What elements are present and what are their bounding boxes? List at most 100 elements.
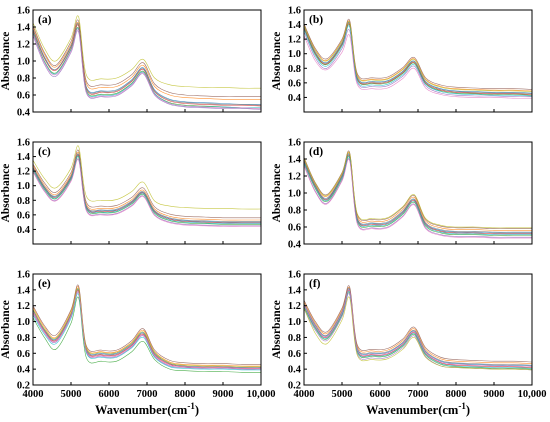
y-tick-label: 0.8 <box>288 333 301 344</box>
spectrum-line <box>33 158 261 227</box>
spectrum-line <box>33 296 261 373</box>
spectrum-line <box>304 23 532 95</box>
spectrum-line <box>33 151 261 221</box>
x-axis-label: Wavenumber(cm-1) <box>95 401 199 417</box>
y-tick-label: 1.2 <box>17 301 30 312</box>
x-tick-label: 4000 <box>23 389 44 400</box>
spectrum-line <box>304 22 532 95</box>
spectrum-line <box>304 25 532 97</box>
chart-panel: 0.4 0.6 0.8 1.0 1.2 1.4 1.6 Absorbance (c) <box>0 138 262 245</box>
y-axis-label: Absorbance <box>0 300 12 359</box>
y-tick-label: 0.2 <box>17 381 30 392</box>
spectrum-line <box>304 23 532 96</box>
spectrum-line <box>304 153 532 234</box>
y-tick-label: 0.8 <box>288 64 301 75</box>
plot-frame <box>303 9 533 113</box>
chart-panels: 0.4 0.6 0.8 1.0 1.2 1.4 1.6 Absorbance (a) 0.4 0.6… <box>0 6 546 401</box>
panel-label: (d) <box>309 146 323 158</box>
spectrum-line <box>304 288 532 367</box>
y-tick-label: 1.2 <box>288 172 301 183</box>
y-axis-label: Absorbance <box>0 164 12 223</box>
x-tick-label: 7000 <box>408 389 429 400</box>
spectra-group <box>304 18 532 99</box>
y-axis-label: Absorbance <box>271 164 283 223</box>
y-tick-label: 0.6 <box>17 210 30 221</box>
y-tick-label: 1.4 <box>17 23 31 34</box>
y-tick-label: 1.0 <box>288 317 301 328</box>
spectrum-line <box>304 286 532 364</box>
y-tick-label: 0.4 <box>17 108 31 119</box>
spectrum-line <box>304 21 532 94</box>
spectrum-line <box>304 289 532 368</box>
y-tick-label: 1.6 <box>288 6 301 17</box>
y-axis-label: Absorbance <box>271 300 283 359</box>
spectrum-line <box>33 154 261 224</box>
spectrum-line <box>33 286 261 367</box>
x-tick-label: 9000 <box>213 389 234 400</box>
panel-label: (c) <box>38 146 51 158</box>
chart-panel: 0.2 0.4 0.6 0.8 1.0 1.2 1.4 1.6 4000 5000 6000 7000… <box>271 270 546 401</box>
panel-label: (a) <box>38 14 52 26</box>
spectrum-line <box>33 159 261 227</box>
y-tick-label: 0.6 <box>288 349 301 360</box>
y-tick-label: 1.2 <box>17 40 30 51</box>
y-tick-label: 1.2 <box>288 35 301 46</box>
spectrum-line <box>304 293 532 371</box>
y-tick-label: 0.4 <box>288 240 302 251</box>
chart-panel: 0.4 0.6 0.8 1.0 1.2 1.4 1.6 Absorbance (d) <box>271 138 533 251</box>
chart-panel: 0.2 0.4 0.6 0.8 1.0 1.2 1.4 1.6 4000 5000 6000 7000… <box>0 270 275 401</box>
spectra-group <box>304 150 532 239</box>
y-tick-label: 1.2 <box>288 301 301 312</box>
spectrum-line <box>304 287 532 366</box>
x-tick-label: 8000 <box>175 389 196 400</box>
y-tick-label: 0.8 <box>288 206 301 217</box>
x-tick-label: 6000 <box>99 389 120 400</box>
spectrum-line <box>33 289 261 368</box>
spectrum-line <box>304 150 532 230</box>
spectrum-line <box>304 291 532 370</box>
spectrum-line <box>304 20 532 92</box>
y-tick-label: 1.4 <box>17 285 31 296</box>
spectrum-line <box>33 290 261 369</box>
x-tick-label: 5000 <box>61 389 82 400</box>
y-tick-label: 1.4 <box>288 155 302 166</box>
y-tick-label: 1.2 <box>17 167 30 178</box>
spectrum-line <box>33 288 261 368</box>
panel-label: (e) <box>38 278 51 290</box>
y-tick-label: 1.0 <box>17 317 30 328</box>
spectrum-line <box>33 287 261 368</box>
spectrum-line <box>33 22 261 100</box>
spectrum-line <box>304 156 532 236</box>
spectrum-line <box>304 18 532 90</box>
spectrum-line <box>33 30 261 110</box>
spectrum-line <box>304 155 532 236</box>
spectrum-line <box>304 290 532 368</box>
y-tick-label: 1.0 <box>288 49 301 60</box>
spectrum-line <box>33 15 261 89</box>
panel-label: (f) <box>309 278 321 290</box>
spectrum-line <box>304 29 532 98</box>
spectrum-line <box>33 293 261 371</box>
spectrum-line <box>33 290 261 369</box>
y-tick-label: 0.8 <box>17 74 30 85</box>
spectrum-line <box>33 24 261 107</box>
y-tick-label: 1.0 <box>17 181 30 192</box>
spectrum-line <box>304 34 532 99</box>
y-tick-label: 1.6 <box>288 138 301 149</box>
panel-label: (b) <box>309 14 323 26</box>
chart-panel: 0.4 0.6 0.8 1.0 1.2 1.4 1.6 Absorbance (a) <box>0 6 262 119</box>
spectrum-line <box>304 151 532 229</box>
y-tick-label: 0.8 <box>17 196 30 207</box>
y-tick-label: 1.6 <box>17 6 30 17</box>
spectrum-line <box>33 156 261 225</box>
x-tick-label: 7000 <box>137 389 158 400</box>
spectra-group <box>304 285 532 371</box>
spectrum-line <box>304 158 532 238</box>
chart-panel: 0.4 0.6 0.8 1.0 1.2 1.4 1.6 Absorbance (b) <box>271 6 533 113</box>
spectrum-line <box>33 27 261 109</box>
spectrum-line <box>33 19 261 98</box>
spectrum-line <box>304 153 532 233</box>
y-tick-label: 0.4 <box>17 365 31 376</box>
y-tick-label: 0.6 <box>17 349 30 360</box>
x-axis-label: Wavenumber(cm-1) <box>366 401 470 417</box>
